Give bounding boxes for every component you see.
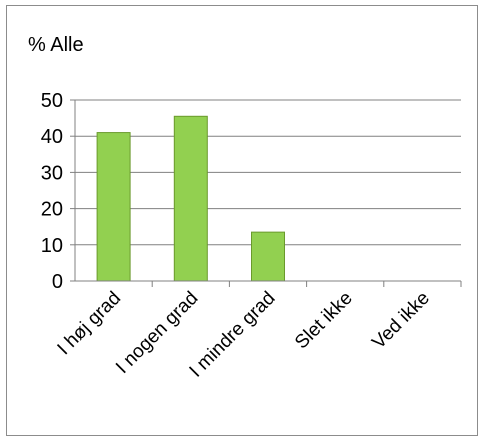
y-tick-label: 0 <box>52 271 63 293</box>
bar <box>251 231 285 282</box>
bar <box>96 132 131 282</box>
y-tick-label: 10 <box>41 235 63 257</box>
chart-frame <box>6 5 478 436</box>
chart-title: % Alle <box>28 34 84 56</box>
bar-layer <box>96 115 285 282</box>
grid-layer <box>75 99 461 246</box>
y-tick-label: 50 <box>41 90 63 112</box>
axis-layer <box>70 99 462 287</box>
y-tick-label: 20 <box>41 199 63 221</box>
x-category-label: I høj grad <box>54 288 126 360</box>
x-category-label: Ved ikke <box>368 288 434 354</box>
y-tick-label: 30 <box>41 162 63 184</box>
y-tick-label: 40 <box>41 126 63 148</box>
x-category-label: Slet ikke <box>291 288 357 354</box>
bar <box>173 115 208 282</box>
